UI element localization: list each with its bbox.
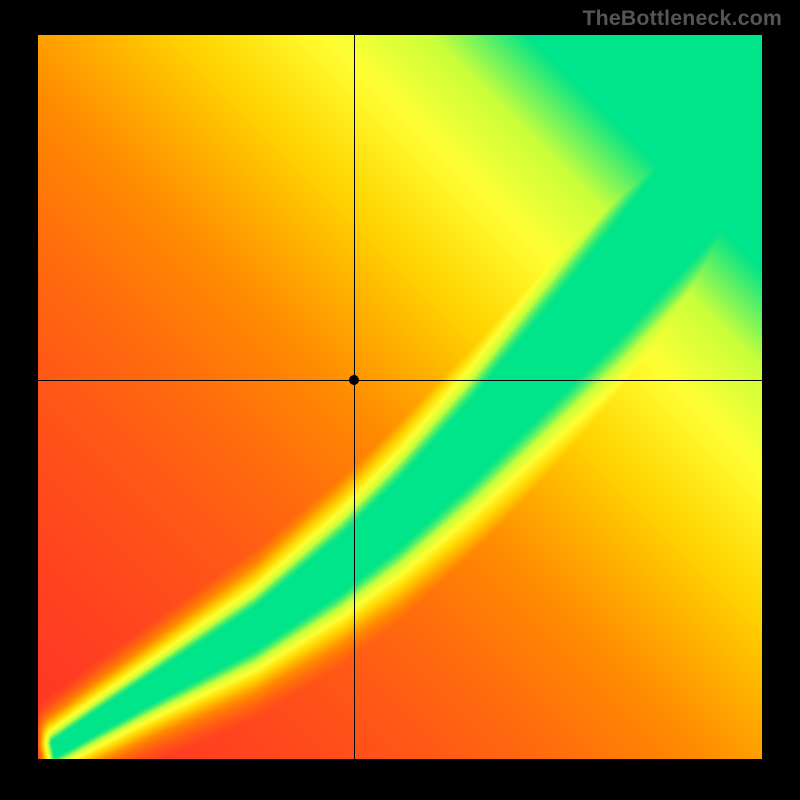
crosshair-vertical [354, 35, 355, 759]
heatmap-canvas [38, 35, 762, 759]
heatmap-plot-area [38, 35, 762, 759]
figure-container: TheBottleneck.com [0, 0, 800, 800]
watermark-text: TheBottleneck.com [582, 6, 782, 31]
crosshair-horizontal [38, 380, 762, 381]
crosshair-point [349, 375, 359, 385]
